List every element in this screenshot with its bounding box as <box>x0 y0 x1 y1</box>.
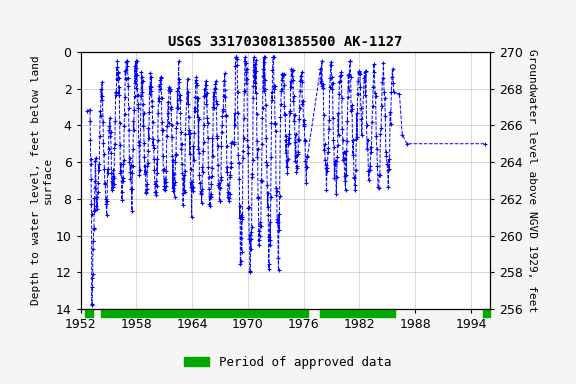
Bar <box>85 309 93 318</box>
Bar <box>320 309 395 318</box>
Title: USGS 331703081385500 AK-1127: USGS 331703081385500 AK-1127 <box>168 35 403 49</box>
Bar <box>483 309 490 318</box>
Bar <box>101 309 308 318</box>
Legend: Period of approved data: Period of approved data <box>179 351 397 374</box>
Y-axis label: Groundwater level above NGVD 1929, feet: Groundwater level above NGVD 1929, feet <box>526 49 537 312</box>
Y-axis label: Depth to water level, feet below land
surface: Depth to water level, feet below land su… <box>31 56 53 305</box>
